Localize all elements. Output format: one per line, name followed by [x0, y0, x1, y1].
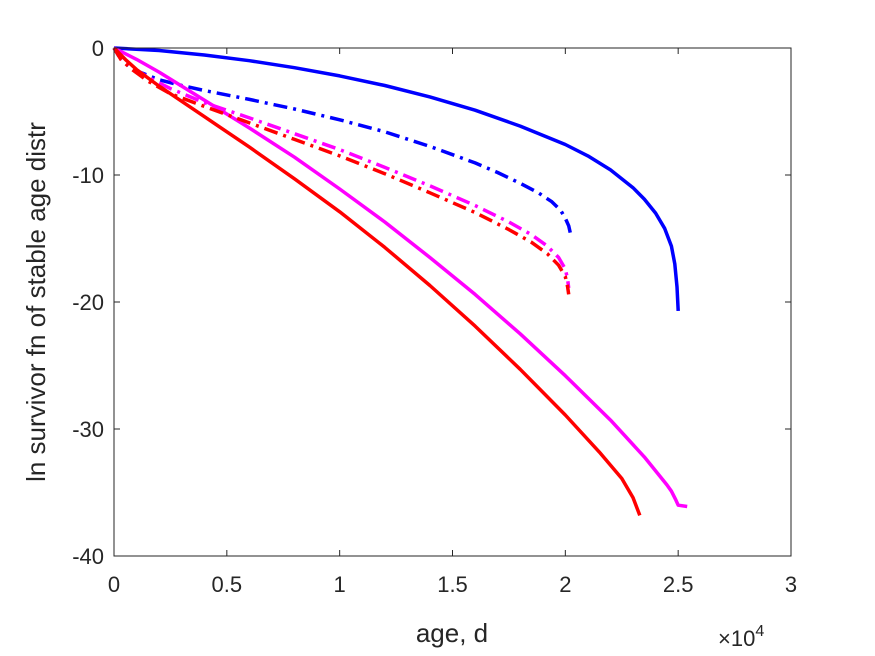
series-line-6: [112, 47, 571, 295]
y-tick-label: 0: [92, 36, 104, 61]
series-line-4: [112, 47, 571, 289]
y-axis-label: ln survivor fn of stable age distr: [21, 122, 51, 482]
y-tick-label: -40: [72, 544, 104, 569]
x-multiplier-base: ×10: [718, 626, 755, 651]
x-tick-label: 1.5: [437, 572, 468, 597]
y-tick-label: -30: [72, 417, 104, 442]
x-multiplier-label: ×104: [718, 623, 764, 651]
x-tick-label: 2: [559, 572, 571, 597]
series-line-1: [113, 46, 680, 311]
axes-frame: [113, 47, 792, 557]
series-line-5: [112, 46, 642, 517]
tick-labels: 0 0.5 1 1.5 2 2.5 3 0 -10 -20 -30 -40: [72, 36, 797, 597]
x-tick-label: 0: [108, 572, 120, 597]
x-tick-label: 2.5: [663, 572, 694, 597]
y-tick-label: -20: [72, 290, 104, 315]
series-layer: [112, 46, 688, 517]
x-multiplier-exponent: 4: [755, 623, 764, 640]
x-tick-label: 3: [785, 572, 797, 597]
x-tick-label: 1: [334, 572, 346, 597]
series-line-3: [113, 46, 688, 509]
x-axis-label: age, d: [416, 618, 488, 648]
y-tick-label: -10: [72, 163, 104, 188]
x-tick-label: 0.5: [212, 572, 243, 597]
